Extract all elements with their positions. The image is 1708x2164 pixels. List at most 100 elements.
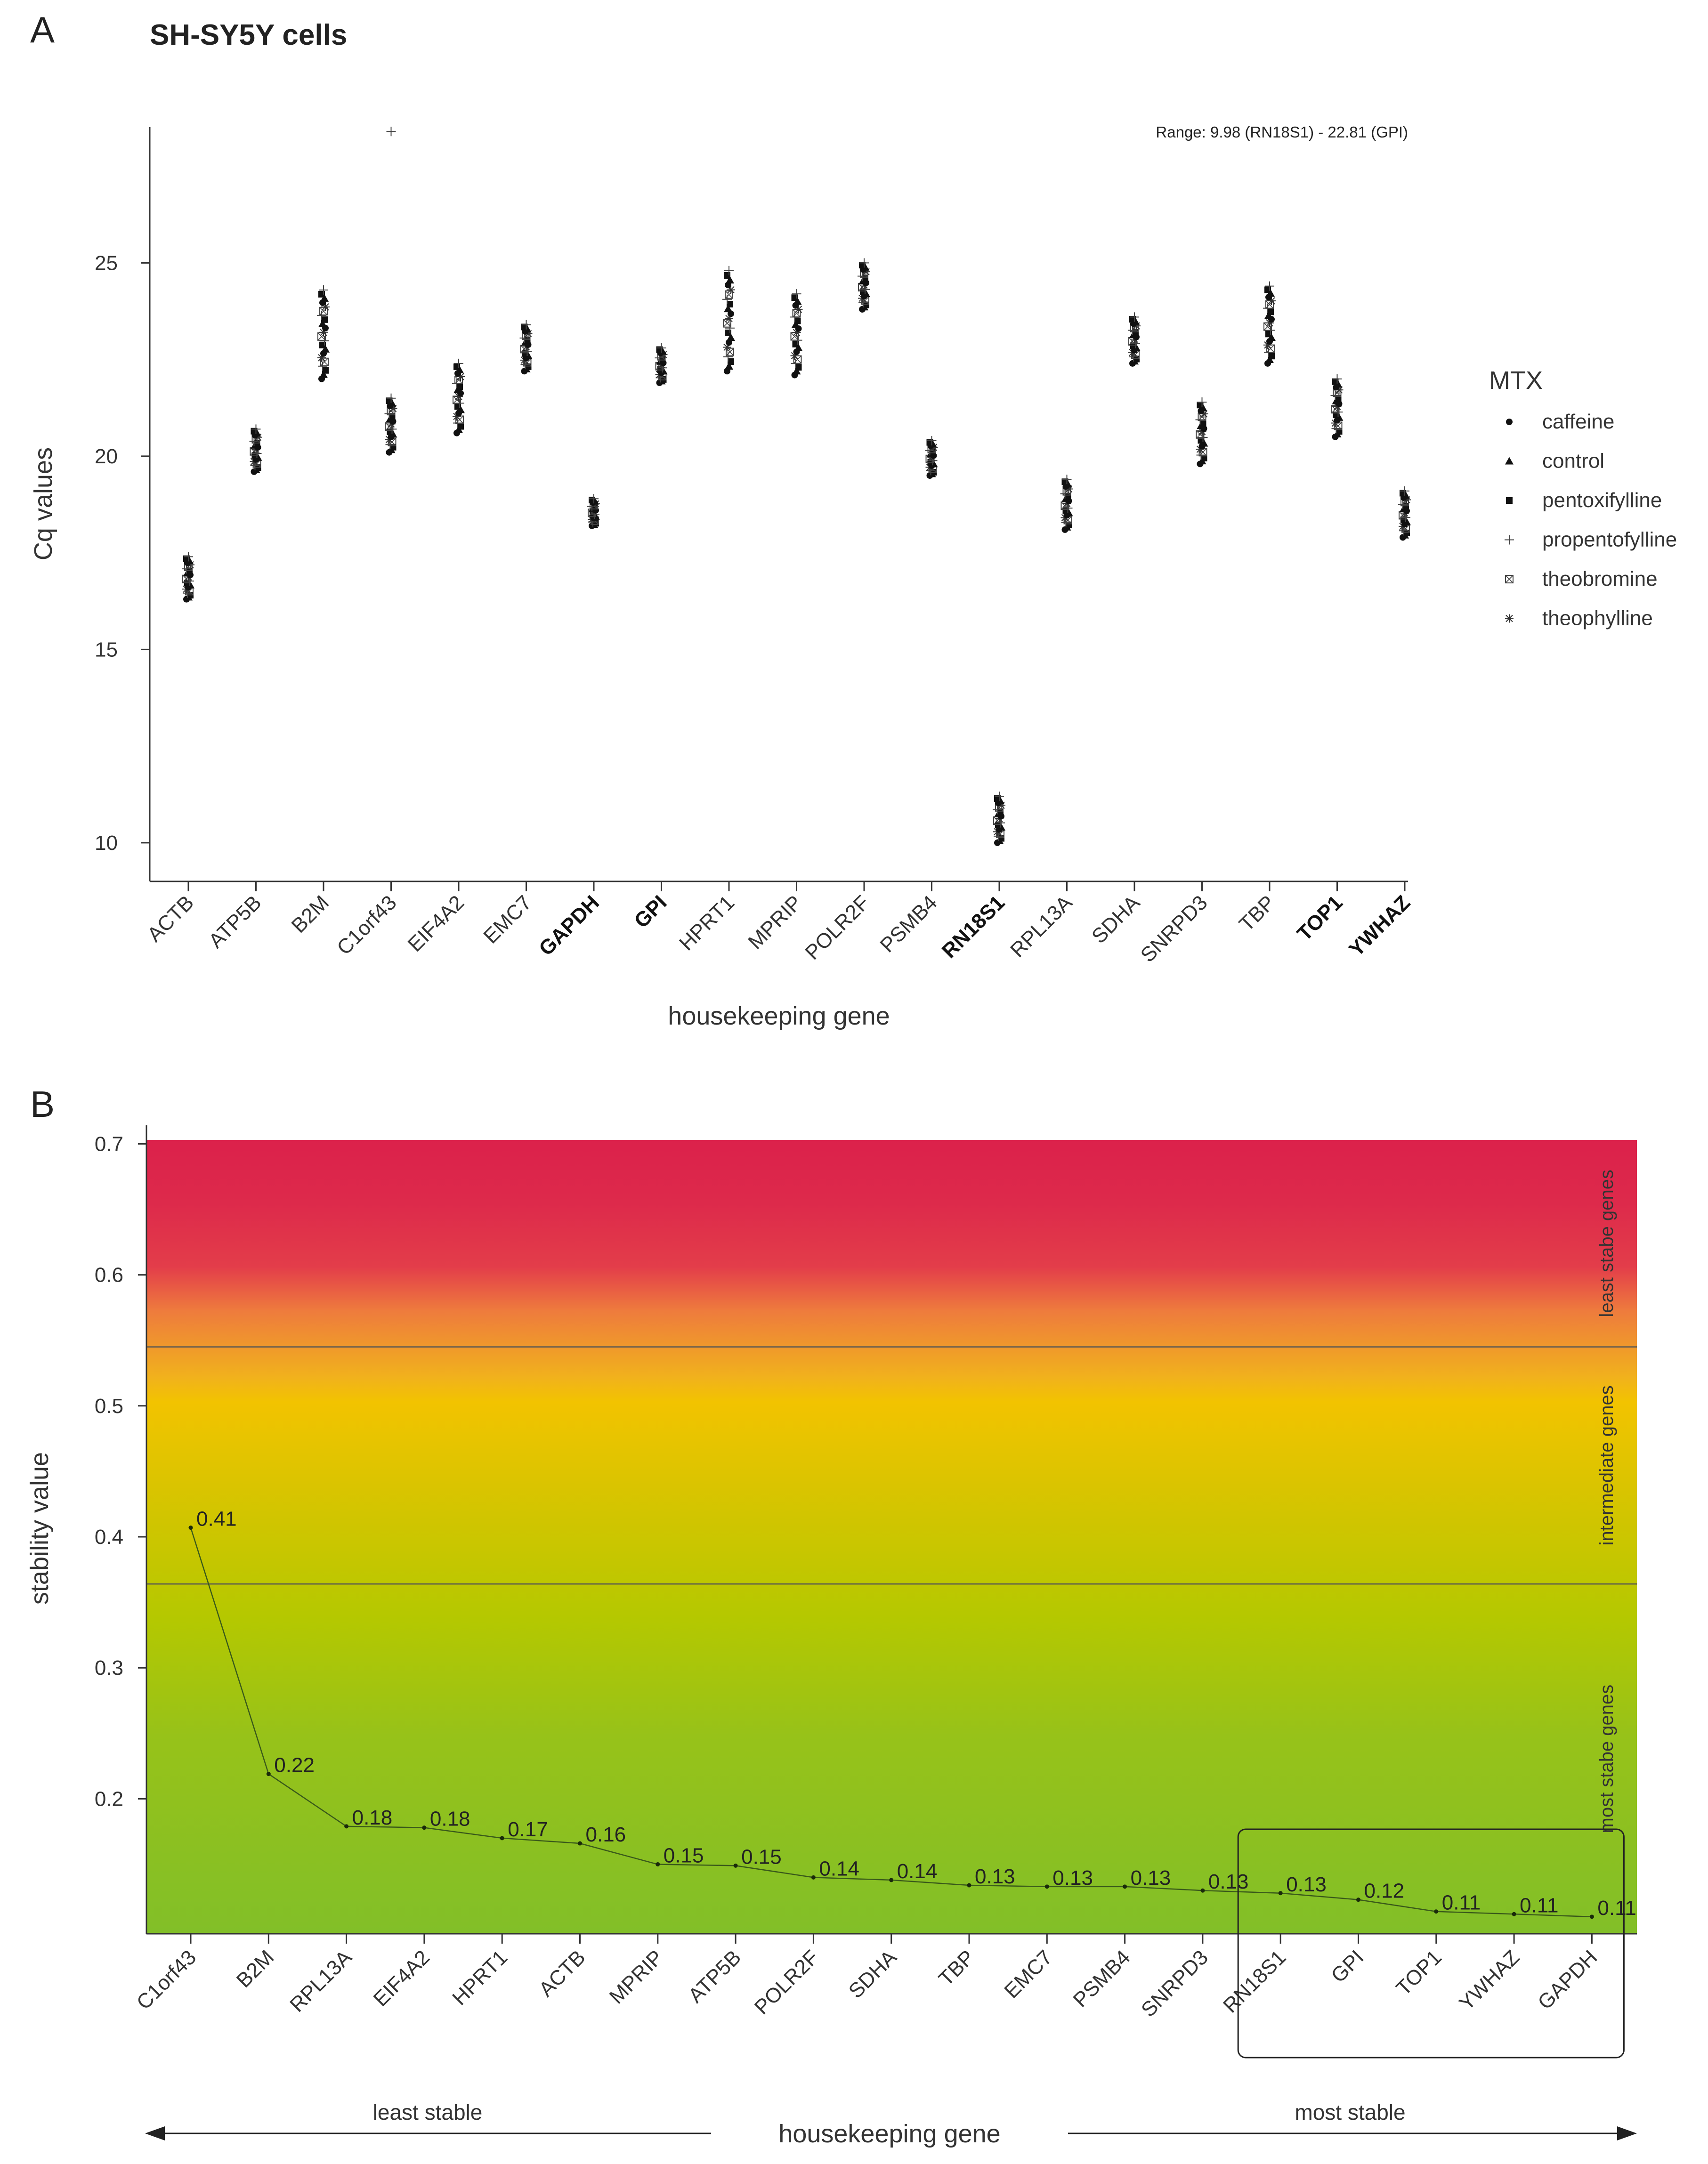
value-label-eif4a2: 0.18 xyxy=(430,1808,470,1831)
x-tick-label-gapdh: GAPDH xyxy=(1533,1946,1602,2014)
x-tick-label-polr2f: POLR2F xyxy=(801,891,874,964)
cluster-snrpd3 xyxy=(1195,397,1208,468)
value-label-psmb4: 0.13 xyxy=(1131,1866,1171,1889)
stability-point-actb xyxy=(578,1841,582,1846)
cluster-psmb4 xyxy=(925,436,938,479)
y-tick-label: 10 xyxy=(95,832,118,855)
cluster-ywhaz xyxy=(1398,486,1411,541)
panel-a-data-points xyxy=(182,127,1411,846)
cluster-gapdh xyxy=(587,494,600,529)
data-point xyxy=(724,266,734,275)
y-tick-label: 15 xyxy=(95,638,118,661)
value-label-actb: 0.16 xyxy=(586,1823,626,1846)
most-stable-label: most stable xyxy=(1295,2100,1405,2124)
x-tick-label-gapdh: GAPDH xyxy=(534,891,604,960)
data-point xyxy=(656,343,666,353)
x-tick-label-rn18s1: RN18S1 xyxy=(1219,1946,1290,2017)
data-point xyxy=(251,424,261,434)
x-tick-label-tbp: TBP xyxy=(934,1946,979,1990)
legend-label-theobromine: theobromine xyxy=(1542,567,1658,590)
cluster-hprt1 xyxy=(722,266,735,375)
data-point xyxy=(457,423,464,430)
x-tick-label-snrpd3: SNRPD3 xyxy=(1137,1946,1213,2021)
stability-point-tbp xyxy=(967,1883,971,1888)
x-tick-label-emc7: EMC7 xyxy=(479,891,536,948)
data-point xyxy=(724,305,732,313)
x-tick-label-eif4a2: EIF4A2 xyxy=(369,1946,434,2011)
zone-label-least-stabe-genes: least stabe genes xyxy=(1596,1170,1617,1317)
x-tick-label-top1: TOP1 xyxy=(1293,891,1347,945)
data-point xyxy=(1064,493,1071,500)
x-tick-label-rpl13a: RPL13A xyxy=(1006,891,1077,962)
stability-point-top1 xyxy=(1434,1909,1439,1914)
stability-point-gpi xyxy=(1356,1898,1360,1902)
data-point xyxy=(1330,390,1340,400)
data-point xyxy=(1200,454,1207,461)
value-label-tbp: 0.13 xyxy=(975,1865,1015,1888)
stability-point-emc7 xyxy=(1044,1884,1049,1889)
cluster-mprip xyxy=(790,289,803,379)
x-tick-label-rn18s1: RN18S1 xyxy=(938,891,1009,962)
least-stable-label: least stable xyxy=(373,2100,483,2124)
zone-labels: most stabe genes intermediate genes least … xyxy=(1596,1170,1617,1833)
x-tick-label-actb: ACTB xyxy=(534,1946,590,2001)
cluster-eif4a2 xyxy=(452,358,465,436)
data-point xyxy=(1268,353,1275,360)
y-tick-label: 0.6 xyxy=(95,1264,123,1287)
cluster-tbp xyxy=(1263,281,1276,367)
data-point xyxy=(725,362,733,370)
legend-marker-asterisk xyxy=(1505,614,1514,623)
stability-point-psmb4 xyxy=(1123,1884,1127,1889)
stability-points xyxy=(188,1526,1594,1919)
stability-point-hprt1 xyxy=(500,1836,504,1841)
stability-point-gapdh xyxy=(1589,1914,1594,1919)
cluster-emc7 xyxy=(519,320,533,375)
x-tick-label-top1: TOP1 xyxy=(1392,1946,1446,2000)
cluster-rpl13a xyxy=(1060,475,1073,533)
stability-point-b2m xyxy=(266,1772,271,1776)
data-point xyxy=(859,258,869,268)
cluster-top1 xyxy=(1330,374,1344,440)
panel-b-letter: B xyxy=(30,1083,55,1125)
legend-label-propentofylline: propentofylline xyxy=(1542,528,1677,551)
panel-b-y-axis-label: stability value xyxy=(25,1452,54,1605)
value-label-ywhaz: 0.11 xyxy=(1520,1894,1558,1917)
data-point xyxy=(1130,312,1139,322)
value-label-hprt1: 0.17 xyxy=(508,1818,548,1841)
y-tick-label: 0.5 xyxy=(95,1395,123,1418)
data-point xyxy=(454,358,463,368)
data-point xyxy=(319,370,328,378)
panel-b-x-ticks: C1orf43 B2M RPL13A EIF4A2 HPRT1 ACTB MPRIP ATP5… xyxy=(132,1934,1602,2021)
x-tick-label-actb: ACTB xyxy=(143,891,198,946)
cluster-sdha xyxy=(1128,312,1141,367)
stability-point-c1orf43 xyxy=(188,1526,193,1530)
data-point xyxy=(1065,521,1072,528)
data-point xyxy=(927,436,937,446)
data-point xyxy=(794,317,801,324)
value-label-snrpd3: 0.13 xyxy=(1208,1870,1249,1893)
data-point xyxy=(725,323,735,333)
data-point xyxy=(1195,415,1205,425)
cluster-gpi xyxy=(655,343,668,386)
value-label-rn18s1: 0.13 xyxy=(1286,1873,1327,1896)
y-tick-label: 20 xyxy=(95,445,118,468)
value-label-emc7: 0.13 xyxy=(1052,1866,1093,1889)
value-label-b2m: 0.22 xyxy=(274,1754,315,1777)
y-tick-label: 0.4 xyxy=(95,1526,123,1549)
legend-marker-plus xyxy=(1505,535,1514,545)
x-tick-label-b2m: B2M xyxy=(287,891,333,937)
data-point xyxy=(521,320,531,330)
data-point xyxy=(1265,281,1274,291)
stability-point-ywhaz xyxy=(1512,1912,1516,1916)
most-stable-highlight-box xyxy=(1237,1828,1625,2059)
data-point xyxy=(1332,374,1342,384)
data-point xyxy=(726,347,734,356)
data-point xyxy=(320,294,329,302)
cluster-actb xyxy=(182,552,194,603)
data-point xyxy=(386,393,396,403)
stability-point-eif4a2 xyxy=(422,1825,427,1830)
x-tick-label-gpi: GPI xyxy=(630,891,671,932)
stability-point-rn18s1 xyxy=(1278,1891,1283,1896)
panel-b-x-axis-label: housekeeping gene xyxy=(778,2120,1000,2148)
